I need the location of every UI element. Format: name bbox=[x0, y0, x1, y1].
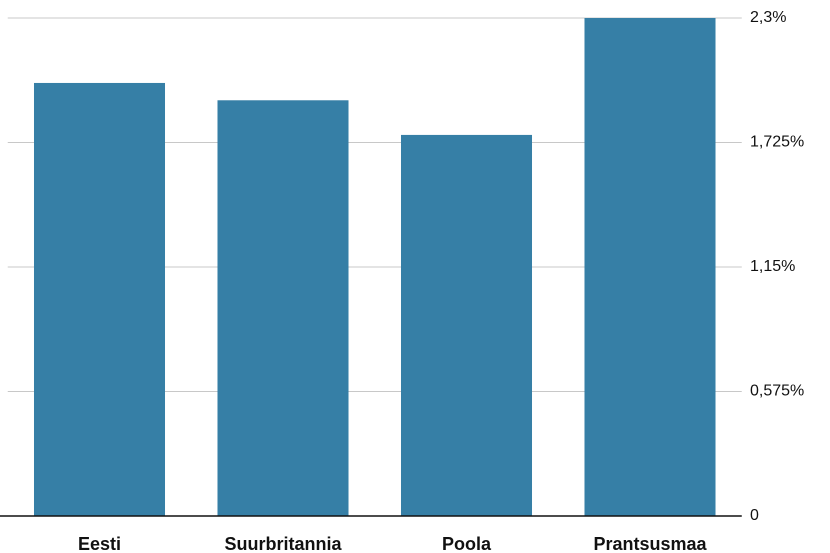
bar bbox=[33, 82, 166, 517]
y-tick-label: 1,15% bbox=[750, 258, 795, 275]
y-tick-label: 2,3% bbox=[750, 9, 786, 26]
bar bbox=[584, 18, 716, 516]
bar bbox=[400, 134, 533, 516]
y-tick-label: 1,725% bbox=[750, 134, 804, 151]
bar bbox=[217, 100, 349, 516]
x-tick-label: Poola bbox=[442, 534, 492, 553]
y-tick-label: 0 bbox=[750, 507, 759, 524]
x-tick-label: Prantsusmaa bbox=[593, 534, 707, 553]
x-tick-label: Suurbritannia bbox=[224, 534, 342, 553]
x-tick-label: Eesti bbox=[78, 534, 121, 553]
y-tick-label: 0,575% bbox=[750, 383, 804, 400]
